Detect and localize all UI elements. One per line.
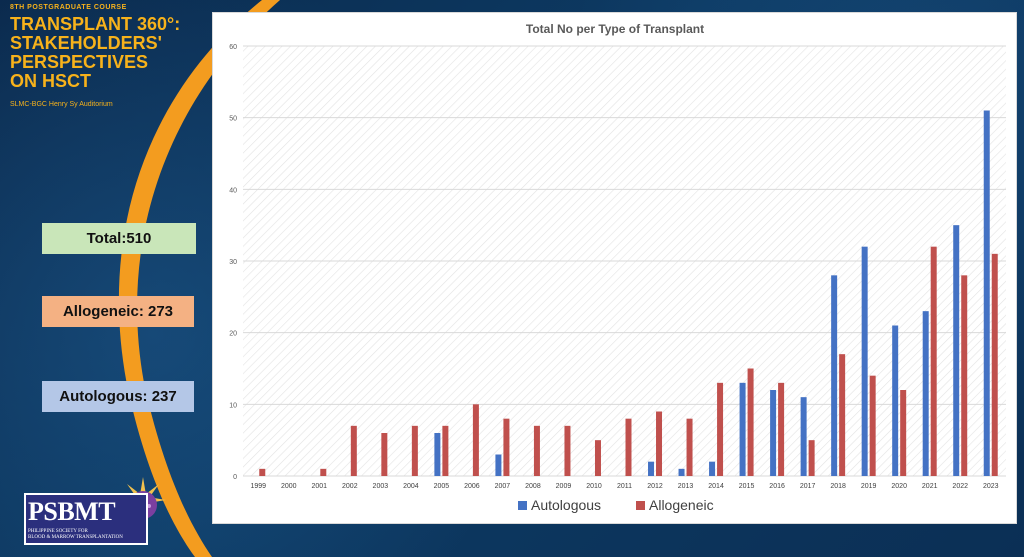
bar-autologous-2015 (739, 382, 746, 476)
bar-allogeneic-2005 (442, 425, 449, 476)
bar-allogeneic-2023 (991, 253, 998, 476)
x-tick-label: 2023 (983, 483, 999, 490)
bar-allogeneic-2001 (320, 468, 327, 476)
x-tick-label: 2020 (891, 483, 907, 490)
chart-title: Total No per Type of Transplant (526, 22, 704, 36)
x-tick-label: 2012 (647, 483, 663, 490)
x-tick-label: 2001 (312, 483, 328, 490)
bar-autologous-2023 (983, 110, 990, 476)
bar-allogeneic-2013 (686, 418, 693, 476)
bar-autologous-2020 (892, 325, 899, 476)
x-tick-label: 2018 (830, 483, 846, 490)
x-tick-label: 2003 (373, 483, 389, 490)
bar-allogeneic-2019 (869, 375, 876, 476)
y-tick-label: 10 (229, 402, 237, 409)
x-tick-label: 2022 (952, 483, 968, 490)
x-tick-label: 2002 (342, 483, 358, 490)
x-tick-label: 2008 (525, 483, 541, 490)
bar-autologous-2014 (709, 461, 716, 476)
bar-allogeneic-2008 (533, 425, 540, 476)
bar-chart: Total No per Type of Transplant 0 10 20 30 4… (229, 22, 1006, 513)
bar-allogeneic-2009 (564, 425, 571, 476)
allogeneic-stat-box: Allogeneic: 273 (42, 296, 194, 327)
bar-allogeneic-2021 (930, 246, 937, 476)
total-stat-box: Total:510 (42, 223, 196, 254)
bar-allogeneic-2022 (961, 275, 968, 476)
bar-allogeneic-2004 (411, 425, 418, 476)
y-tick-label: 30 (229, 259, 237, 266)
y-tick-label: 60 (229, 44, 237, 51)
x-tick-label: 2015 (739, 483, 755, 490)
bar-allogeneic-2010 (594, 440, 601, 476)
bar-autologous-2007 (495, 454, 502, 476)
course-tag: 8TH POSTGRADUATE COURSE (10, 4, 127, 11)
psbmt-logo: PSBMT PHILIPPINE SOCIETY FOR BLOOD & MAR… (18, 475, 168, 550)
bar-allogeneic-2014 (717, 382, 724, 476)
bar-autologous-2021 (922, 311, 929, 476)
bar-autologous-2012 (648, 461, 655, 476)
x-tick-label: 2014 (708, 483, 724, 490)
bar-allogeneic-2012 (656, 411, 663, 476)
bar-allogeneic-2018 (839, 354, 846, 476)
bar-allogeneic-2007 (503, 418, 510, 476)
x-tick-label: 2019 (861, 483, 877, 490)
x-tick-label: 2009 (556, 483, 572, 490)
x-tick-label: 2004 (403, 483, 419, 490)
x-tick-label: 2011 (617, 483, 632, 490)
legend-label-allogeneic: Allogeneic (649, 497, 714, 513)
x-tick-label: 2010 (586, 483, 602, 490)
y-tick-label: 50 (229, 116, 237, 123)
y-tick-label: 0 (233, 474, 237, 481)
legend-swatch-autologous (518, 501, 527, 510)
x-tick-label: 2016 (769, 483, 785, 490)
y-tick-label: 40 (229, 187, 237, 194)
bar-autologous-2018 (831, 275, 838, 476)
bar-allogeneic-2003 (381, 433, 388, 476)
logo-plate (24, 493, 148, 545)
bar-allogeneic-2016 (778, 382, 785, 476)
course-title: TRANSPLANT 360°: STAKEHOLDERS' PERSPECTI… (10, 14, 181, 91)
course-venue: SLMC-BGC Henry Sy Auditorium (10, 101, 113, 108)
bar-autologous-2019 (861, 246, 868, 476)
bar-autologous-2013 (678, 468, 685, 476)
x-tick-label: 2006 (464, 483, 480, 490)
y-tick-label: 20 (229, 331, 237, 338)
bar-autologous-2022 (953, 225, 960, 476)
bar-allogeneic-1999 (259, 468, 266, 476)
bar-allogeneic-2002 (350, 425, 357, 476)
bar-allogeneic-2011 (625, 418, 632, 476)
bar-autologous-2017 (800, 397, 807, 476)
legend-swatch-allogeneic (636, 501, 645, 510)
logo-text: PSBMT (28, 497, 116, 526)
x-tick-label: 2000 (281, 483, 297, 490)
x-tick-label: 1999 (250, 483, 266, 490)
x-tick-label: 2013 (678, 483, 694, 490)
x-tick-label: 2021 (922, 483, 938, 490)
x-tick-label: 2017 (800, 483, 816, 490)
bar-allogeneic-2020 (900, 390, 907, 476)
bar-allogeneic-2015 (747, 368, 754, 476)
bar-autologous-2005 (434, 433, 441, 476)
bar-allogeneic-2006 (472, 404, 479, 476)
x-tick-label: 2005 (434, 483, 450, 490)
logo-subtitle: PHILIPPINE SOCIETY FOR BLOOD & MARROW TR… (28, 529, 123, 540)
legend-label-autologous: Autologous (531, 497, 601, 513)
x-tick-label: 2007 (495, 483, 511, 490)
autologous-stat-box: Autologous: 237 (42, 381, 194, 412)
bar-allogeneic-2017 (808, 440, 815, 476)
chart-panel: Total No per Type of Transplant 0 10 20 30 4… (212, 12, 1017, 524)
bar-autologous-2016 (770, 390, 777, 476)
